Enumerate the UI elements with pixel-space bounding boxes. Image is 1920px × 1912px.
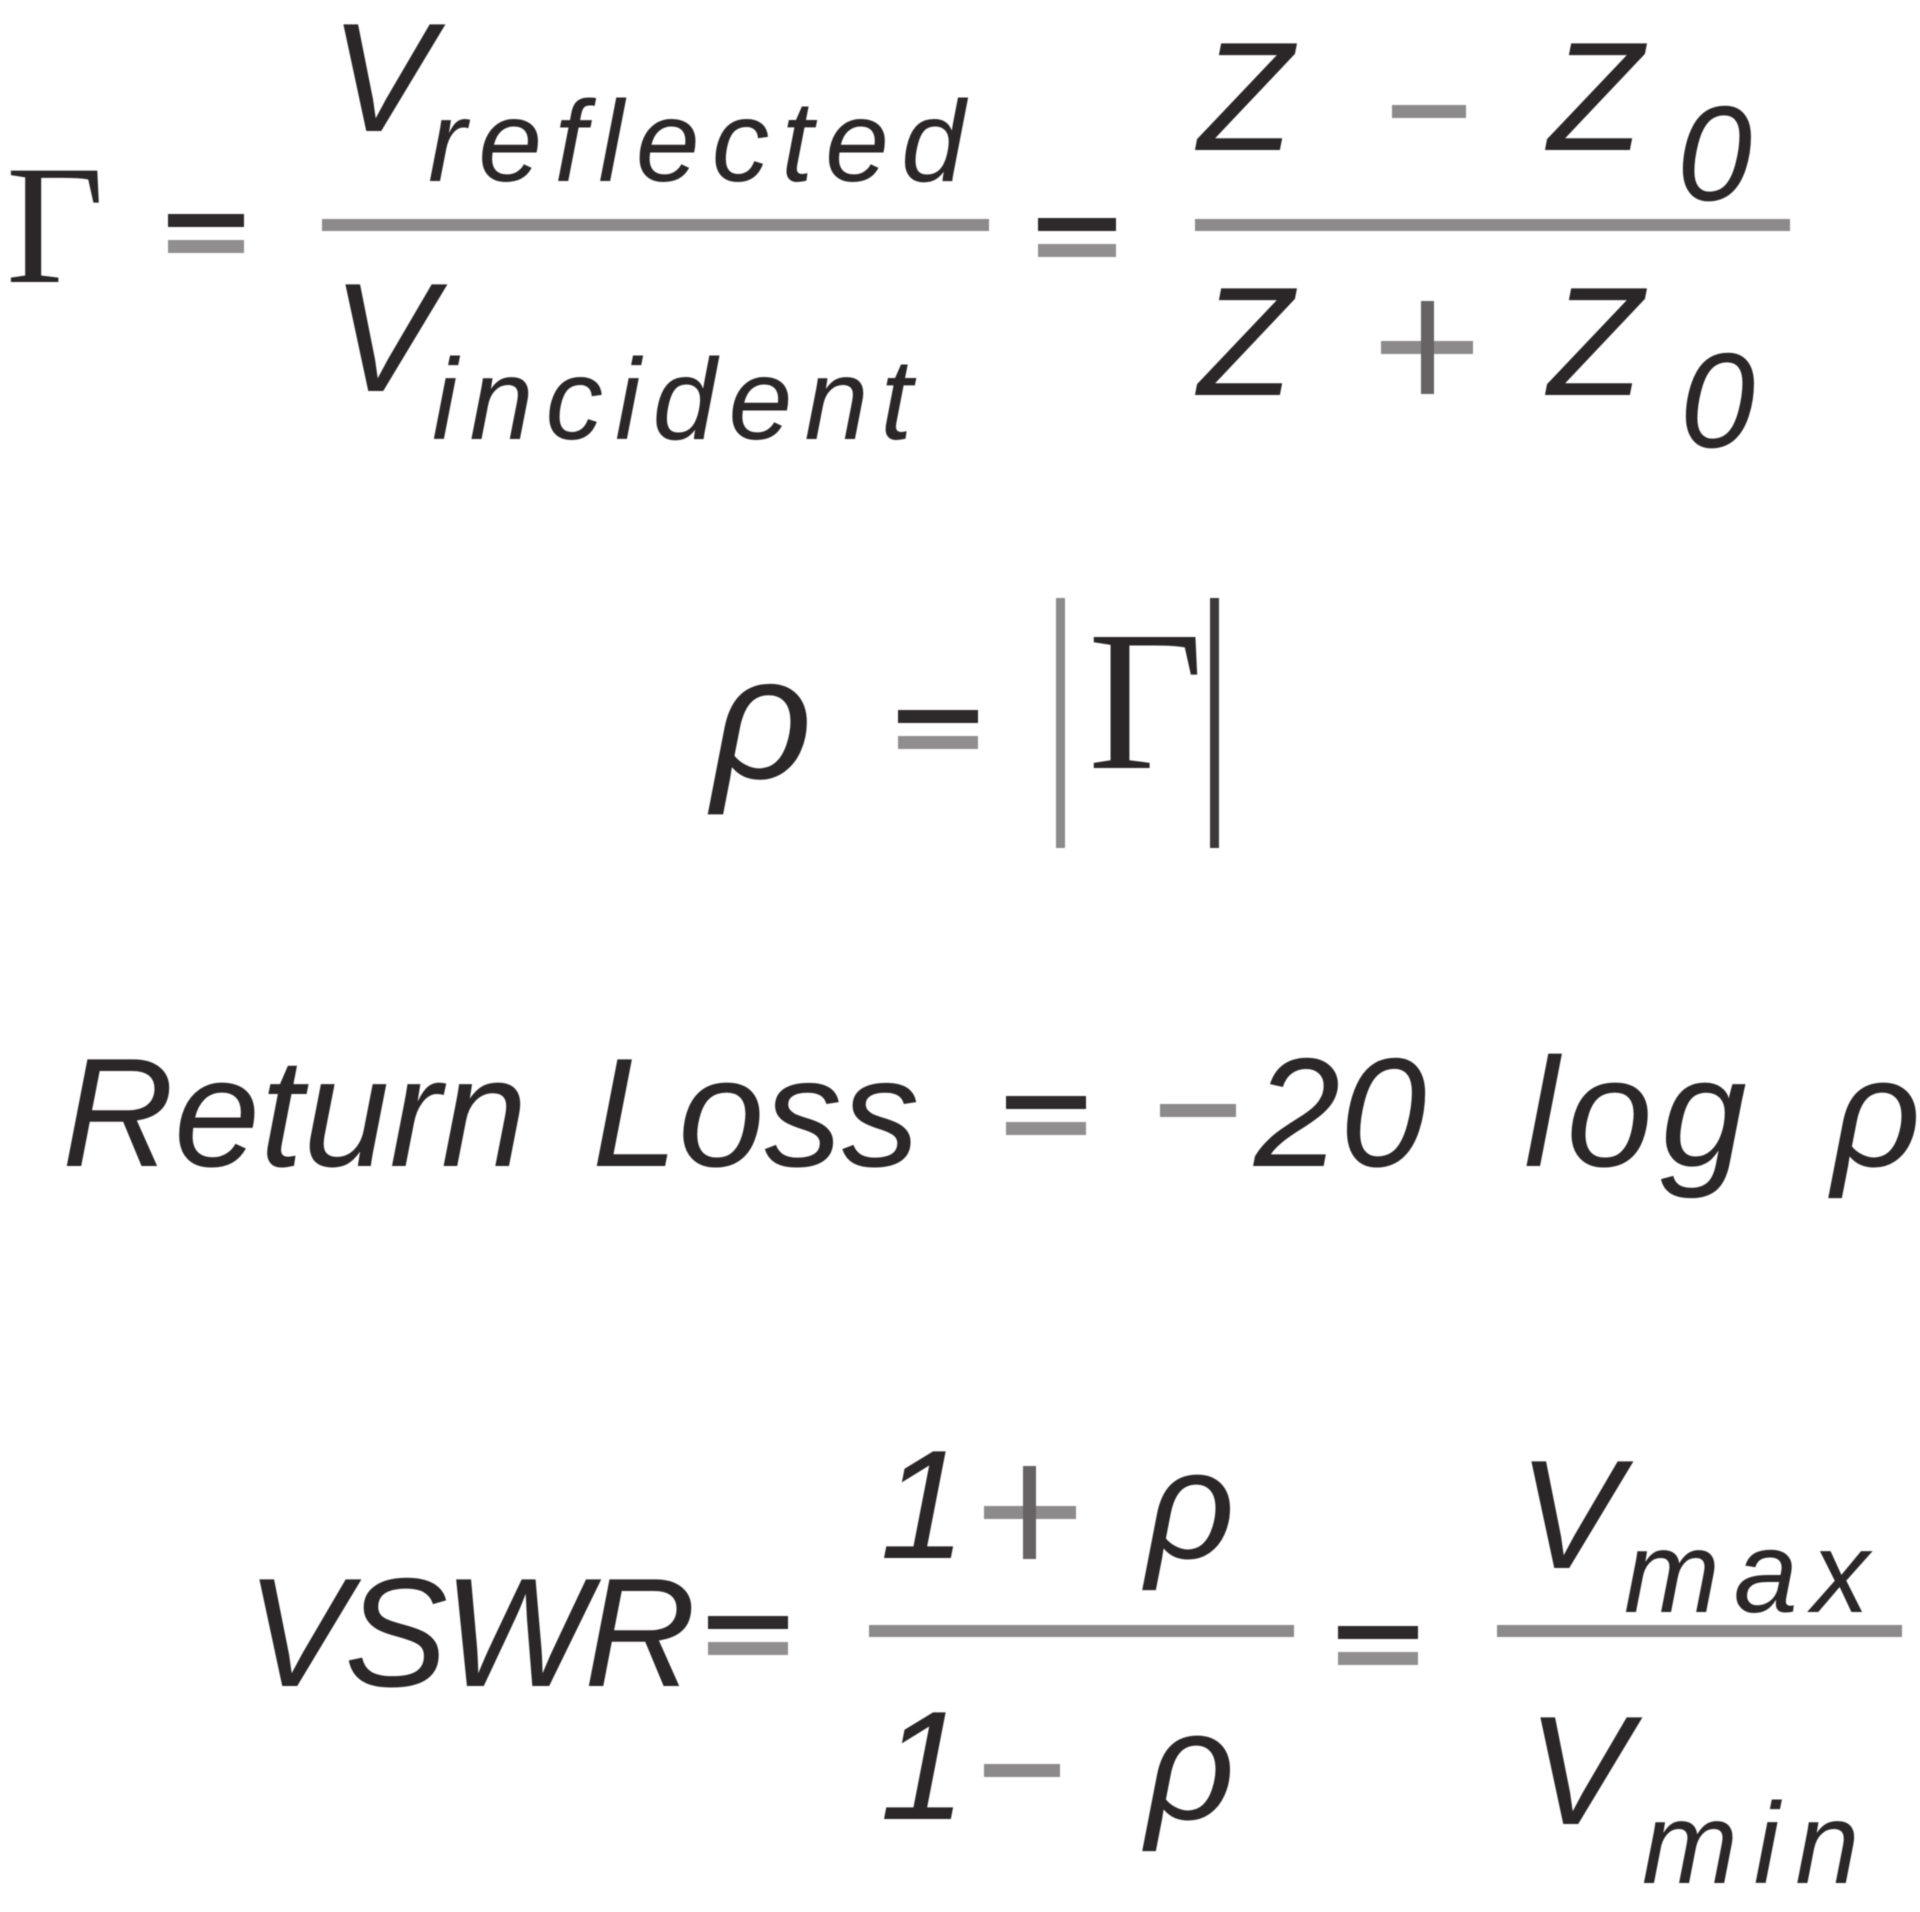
voltage-numerator-base: V (330, 0, 434, 164)
equals-sign (168, 214, 244, 253)
absolute-value-bar-left (1056, 598, 1065, 848)
fraction-bar (1195, 219, 1790, 231)
impedance-z0-denominator-subscript: 0 (1680, 325, 1756, 476)
vmax-subscript: max (1624, 1509, 1884, 1637)
plus-operator-vertical (1023, 1466, 1036, 1559)
fraction-bar (322, 219, 989, 231)
voltage-denominator-base: V (332, 251, 436, 424)
return-loss-word2: Loss (592, 1026, 920, 1199)
equals-sign (1338, 1626, 1418, 1665)
equals-sign (898, 710, 978, 749)
rho-symbol: ρ (1832, 1026, 1920, 1199)
return-loss-word1: Return (62, 1026, 528, 1199)
plus-operator-vertical (1421, 301, 1434, 394)
rho-symbol: ρ (1146, 1418, 1235, 1591)
denominator-one: 1 (880, 1679, 967, 1852)
vmin-subscript: min (1642, 1780, 1876, 1908)
impedance-z-numerator: Z (1198, 10, 1293, 183)
rho-symbol: ρ (1146, 1679, 1235, 1852)
gamma-symbol: Γ (1088, 591, 1204, 812)
vmax-base: V (1518, 1428, 1622, 1601)
voltage-numerator-subscript: reflected (428, 78, 978, 206)
minus-operator (1392, 105, 1466, 118)
minus-operator (984, 1764, 1060, 1777)
impedance-z-denominator: Z (1198, 255, 1293, 428)
impedance-z0-numerator-subscript: 0 (1677, 78, 1753, 229)
fraction-bar (1497, 1625, 1902, 1637)
impedance-z0-denominator: Z (1548, 255, 1643, 428)
gamma-symbol: Γ (6, 131, 105, 319)
equals-sign (1006, 1096, 1086, 1135)
numerator-one: 1 (880, 1418, 967, 1591)
equals-sign (1038, 218, 1116, 257)
log-function: log (1524, 1026, 1755, 1199)
impedance-z0-numerator: Z (1548, 10, 1643, 183)
vmin-base: V (1527, 1684, 1631, 1857)
equals-sign (708, 1616, 788, 1655)
return-loss-number: 20 (1254, 1026, 1427, 1199)
fraction-bar (869, 1625, 1294, 1637)
rho-symbol: ρ (712, 621, 813, 816)
absolute-value-bar-right (1210, 598, 1219, 848)
voltage-denominator-subscript: incident (432, 336, 925, 464)
vswr-label: VSWR (246, 1546, 696, 1719)
minus-operator (1160, 1104, 1236, 1117)
